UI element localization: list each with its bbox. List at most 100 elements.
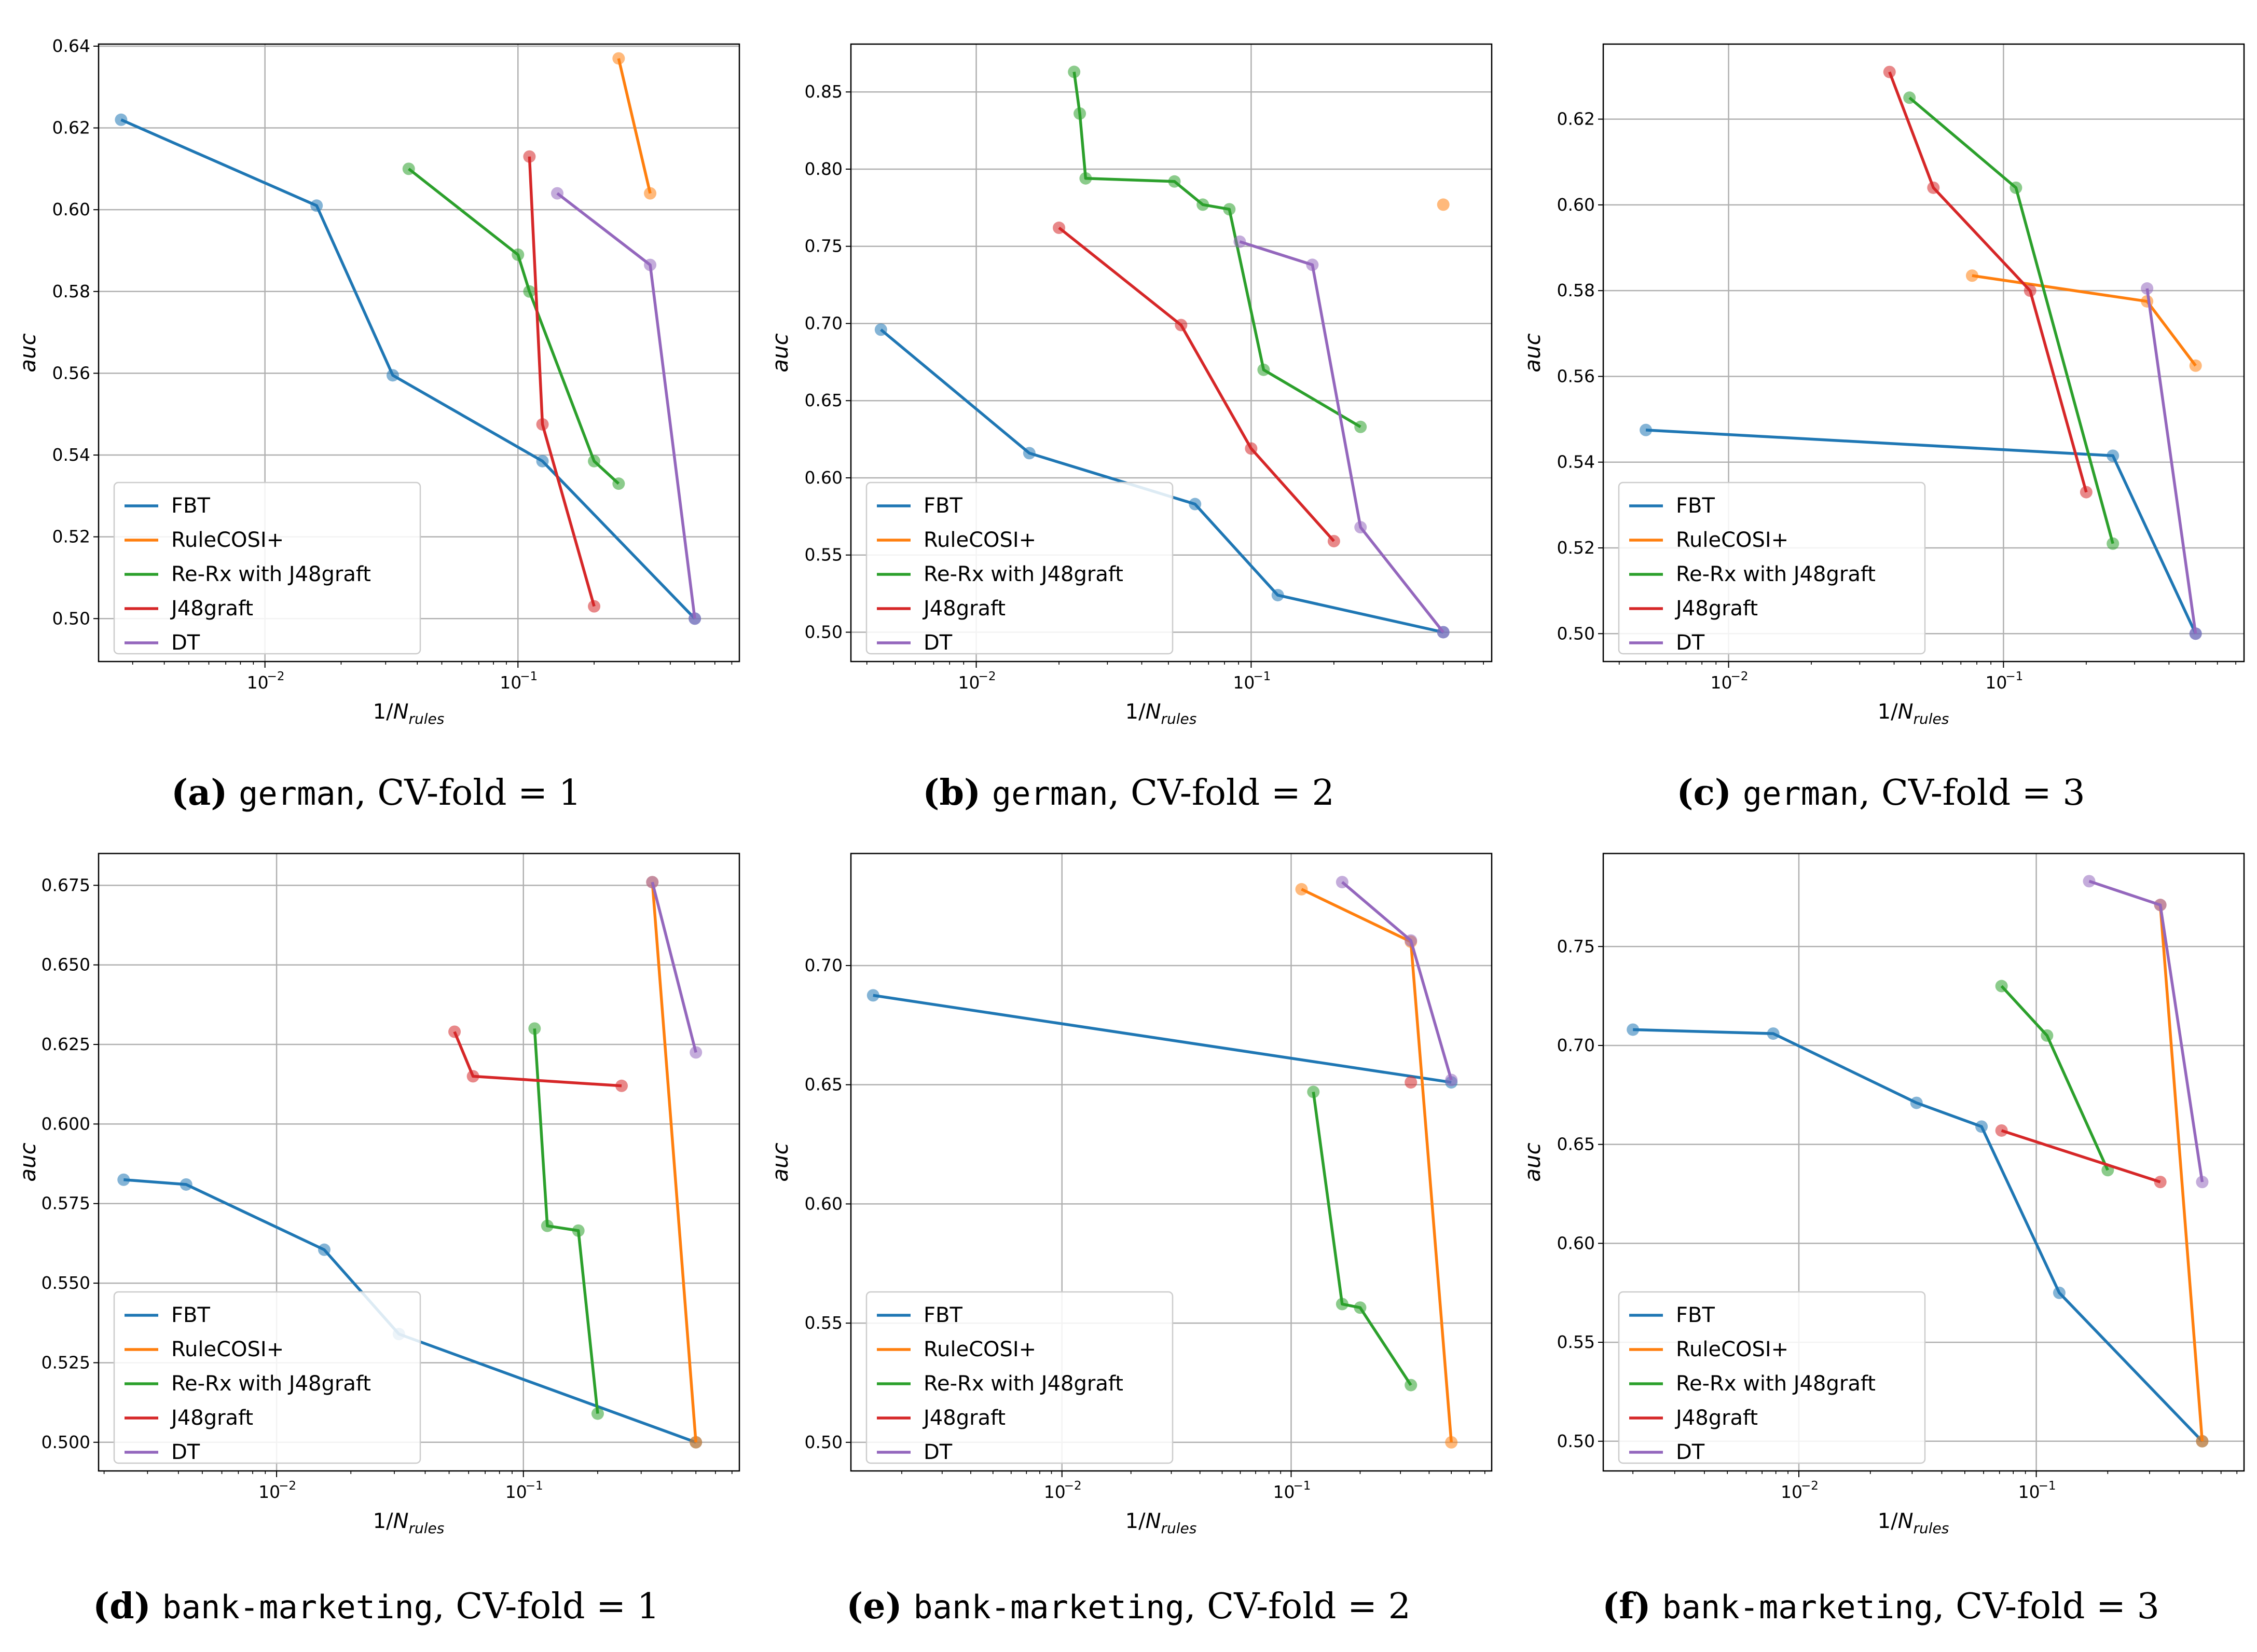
caption-dataset: bank-marketing: [913, 1588, 1185, 1626]
caption-b: (b) german, CV-fold = 2: [752, 772, 1505, 814]
legend-label: Re-Rx with J48graft: [924, 562, 1123, 586]
y-tick-label: 0.55: [1557, 1332, 1595, 1352]
data-point: [690, 1046, 703, 1059]
caption-dataset: german: [1742, 775, 1859, 813]
y-tick-label: 0.675: [42, 875, 90, 895]
y-tick-label: 0.55: [805, 1313, 843, 1333]
data-point: [591, 1407, 604, 1420]
x-tick-exponent: −2: [279, 1479, 296, 1493]
caption-dataset: bank-marketing: [162, 1588, 434, 1626]
legend-box: [865, 1291, 1174, 1464]
data-point: [2024, 284, 2036, 297]
caption-letter: (f): [1602, 1586, 1651, 1627]
y-tick-label: 0.550: [42, 1273, 90, 1293]
x-axis-label: 1/Nrules: [373, 1509, 445, 1537]
data-point: [1437, 198, 1450, 211]
series-line-re-rx-with-j48graft: [1312, 1092, 1412, 1386]
data-point: [1354, 420, 1367, 433]
series-line-dt: [1341, 881, 1453, 1081]
caption-rest: , CV-fold = 3: [1933, 1586, 2159, 1627]
data-point: [646, 876, 659, 889]
y-tick-label: 0.52: [1557, 538, 1595, 558]
series-line-rulecosi-: [2158, 904, 2204, 1442]
y-tick-label: 0.65: [805, 390, 843, 410]
data-point: [1883, 65, 1896, 78]
caption-a: (a) german, CV-fold = 1: [0, 772, 752, 814]
series-line-rulecosi-: [1972, 274, 2197, 367]
legend-label: FBT: [924, 494, 962, 518]
caption-d: (d) bank-marketing, CV-fold = 1: [0, 1586, 752, 1627]
legend-label: DT: [924, 631, 953, 655]
data-point: [644, 187, 657, 200]
plot-frame: [1602, 43, 2245, 663]
y-tick-label: 0.50: [1557, 1431, 1595, 1451]
y-tick-label: 0.65: [805, 1075, 843, 1095]
y-tick-label: 0.60: [1557, 195, 1595, 215]
legend-label: J48graft: [170, 1406, 253, 1430]
legend-label: DT: [171, 1440, 200, 1464]
data-point: [1223, 203, 1236, 216]
y-axis-label: auc: [1520, 333, 1545, 372]
data-point: [1995, 1124, 2008, 1137]
data-point: [2041, 1029, 2054, 1042]
data-point: [1295, 883, 1308, 896]
y-tick-label: 0.58: [1557, 280, 1595, 300]
data-point: [1053, 222, 1066, 235]
legend-box: [1618, 1291, 1926, 1464]
y-tick-label: 0.50: [805, 1432, 843, 1452]
series-line-dt: [2145, 288, 2197, 634]
data-point: [523, 150, 536, 163]
data-point: [612, 477, 625, 490]
series-line-j48graft: [1888, 71, 2088, 493]
x-tick-exponent: −2: [979, 670, 996, 683]
y-axis-label: auc: [15, 1142, 40, 1181]
data-point: [1271, 589, 1284, 602]
series-line-re-rx-with-j48graft: [1072, 72, 1361, 429]
data-point: [1074, 107, 1086, 120]
caption-rest: , CV-fold = 1: [355, 773, 581, 814]
legend-label: RuleCOSI+: [171, 528, 284, 552]
data-point: [1168, 175, 1181, 188]
x-axis-label: 1/Nrules: [1125, 1509, 1197, 1537]
data-point: [1354, 521, 1367, 534]
legend-label: J48graft: [922, 597, 1006, 621]
x-tick-exponent: −2: [1801, 1479, 1819, 1493]
legend-label: J48graft: [170, 597, 253, 621]
x-tick-label: 10: [258, 1482, 280, 1502]
data-point: [117, 1173, 130, 1186]
data-point: [1306, 258, 1319, 271]
data-point: [612, 52, 625, 65]
data-point: [572, 1224, 585, 1237]
data-point: [2107, 449, 2120, 462]
data-point: [1354, 1301, 1367, 1314]
caption-dataset: german: [239, 775, 355, 813]
caption-dataset: bank-marketing: [1662, 1588, 1933, 1626]
y-tick-label: 0.58: [52, 281, 90, 301]
data-point: [588, 455, 601, 467]
data-point: [2154, 899, 2167, 912]
y-tick-label: 0.625: [42, 1034, 90, 1054]
caption-rest: , CV-fold = 2: [1184, 1586, 1411, 1627]
data-point: [310, 199, 323, 212]
series-line-dt: [651, 882, 697, 1053]
legend-label: J48graft: [1674, 597, 1758, 621]
data-point: [2083, 875, 2096, 888]
x-tick-exponent: −1: [526, 1479, 543, 1493]
caption-dataset: german: [992, 775, 1108, 813]
data-point: [1995, 980, 2008, 993]
data-point: [1336, 1298, 1348, 1311]
series-line-j48graft: [528, 156, 596, 607]
data-point: [1189, 498, 1202, 511]
x-tick-exponent: −1: [520, 670, 538, 683]
legend-label: RuleCOSI+: [924, 1338, 1036, 1361]
data-point: [1307, 1085, 1320, 1098]
data-point: [466, 1070, 479, 1083]
data-point: [874, 323, 887, 336]
series-line-fbt: [873, 994, 1452, 1084]
y-tick-label: 0.75: [805, 236, 843, 256]
y-tick-label: 0.65: [1557, 1134, 1595, 1154]
legend-label: FBT: [171, 494, 210, 518]
y-tick-label: 0.70: [805, 313, 843, 333]
y-tick-label: 0.60: [805, 467, 843, 488]
